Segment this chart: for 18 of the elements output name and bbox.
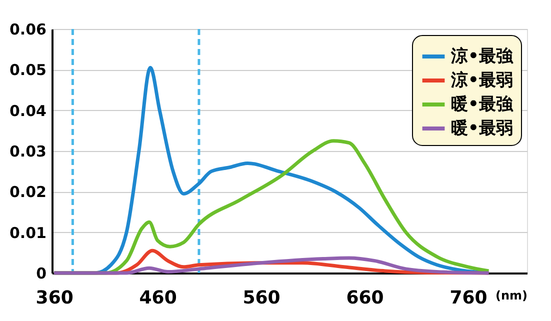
y-tick-label: 0.03 bbox=[9, 142, 46, 160]
line-series bbox=[52, 256, 490, 275]
y-tick-label: 0.06 bbox=[9, 20, 46, 38]
x-tick-label: 760 bbox=[450, 288, 488, 308]
x-tick-label: 560 bbox=[242, 288, 280, 308]
y-tick-label: 0.04 bbox=[9, 102, 46, 120]
x-tick-label: 460 bbox=[139, 288, 177, 308]
y-tick-label: 0.05 bbox=[9, 61, 46, 80]
x-tick-label: 660 bbox=[346, 288, 384, 308]
legend-label: 涼•最強 bbox=[450, 46, 514, 66]
y-tick-label: 0 bbox=[36, 264, 46, 282]
legend-label: 暖•最弱 bbox=[451, 118, 513, 138]
legend-label: 暖•最強 bbox=[451, 94, 514, 114]
legend-label: 涼•最弱 bbox=[450, 70, 513, 90]
y-tick-label: 0.01 bbox=[9, 224, 46, 242]
y-tick-label: 0.02 bbox=[9, 183, 46, 202]
x-axis-title: (nm) bbox=[495, 288, 528, 302]
x-tick-label: 360 bbox=[36, 288, 74, 308]
